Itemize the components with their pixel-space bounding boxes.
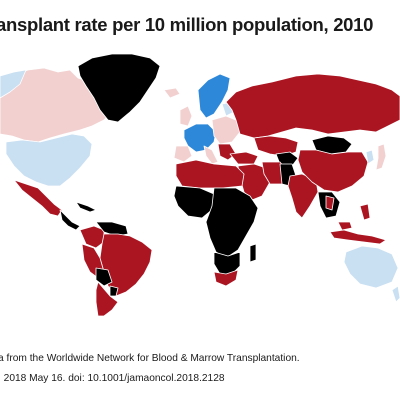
iceland-region <box>163 87 181 99</box>
usa-region <box>5 133 93 187</box>
caribbean-region <box>75 201 97 213</box>
china-region <box>297 149 369 193</box>
malaysia-region <box>337 221 353 231</box>
uk-ireland-region <box>179 105 193 127</box>
turkey-region <box>229 151 259 165</box>
paraguay-region <box>109 285 119 297</box>
mexico-region <box>13 179 63 217</box>
new-zealand-region <box>391 285 400 303</box>
citation: . 2018 May 16. doi: 10.1001/jamaoncol.20… <box>0 373 225 384</box>
bolivia-region <box>95 267 113 287</box>
world-map <box>0 53 400 316</box>
west-africa-region <box>173 185 215 219</box>
indonesia-region <box>329 229 387 245</box>
iberia-region <box>173 145 193 163</box>
map-title: ansplant rate per 10 million population,… <box>0 14 374 35</box>
western-europe-region <box>183 123 217 153</box>
russia-region <box>225 73 400 139</box>
australia-region <box>343 245 399 289</box>
italy-region <box>203 145 219 165</box>
venezuela-guianas-region <box>95 221 129 237</box>
scandinavia-region <box>197 73 231 119</box>
central-east-africa-region <box>205 187 259 259</box>
kazakhstan-region <box>253 135 299 157</box>
central-america-region <box>59 209 81 231</box>
thailand-region <box>325 195 335 211</box>
source-note: a from the Worldwide Network for Blood &… <box>0 353 300 364</box>
alaska-region <box>0 69 27 99</box>
philippines-region <box>359 203 371 221</box>
north-africa-region <box>175 159 245 189</box>
greenland-region <box>77 53 161 123</box>
brazil-region <box>99 233 153 297</box>
south-africa-region <box>213 269 239 287</box>
eastern-europe-region <box>211 115 241 145</box>
argentina-region <box>95 281 119 316</box>
korea-region <box>365 149 375 165</box>
southern-africa-region <box>213 251 241 275</box>
japan-region <box>375 143 387 171</box>
madagascar-region <box>249 243 257 263</box>
